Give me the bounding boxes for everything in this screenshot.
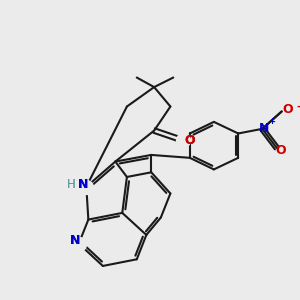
Text: O: O xyxy=(283,103,293,116)
Text: +: + xyxy=(268,117,275,126)
Text: N: N xyxy=(70,234,80,247)
Text: H: H xyxy=(67,178,76,191)
Text: O: O xyxy=(184,134,195,147)
Text: N: N xyxy=(78,178,88,191)
Text: N: N xyxy=(70,234,80,247)
Text: H: H xyxy=(67,178,76,191)
Text: O: O xyxy=(276,144,286,157)
Text: -: - xyxy=(296,102,300,112)
Text: N: N xyxy=(259,122,269,135)
Text: O: O xyxy=(184,134,195,147)
Text: N: N xyxy=(78,178,88,191)
